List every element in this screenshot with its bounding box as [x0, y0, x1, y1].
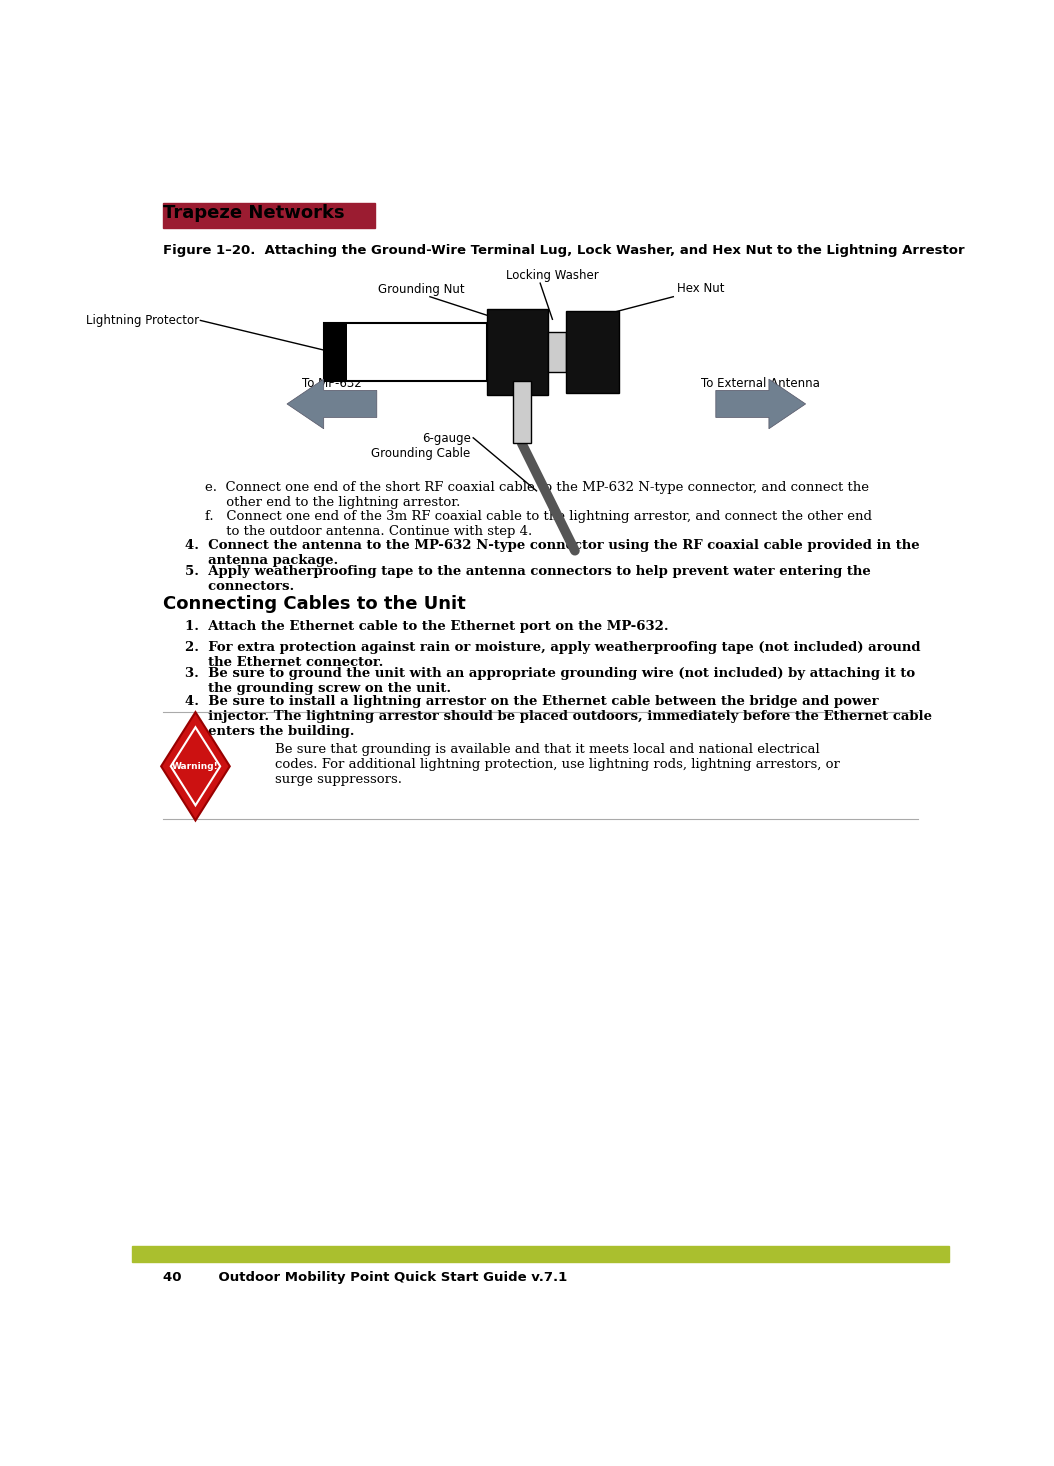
Bar — [162, 202, 375, 227]
Text: 4.  Connect the antenna to the MP-632 N-type connector using the RF coaxial cabl: 4. Connect the antenna to the MP-632 N-t… — [184, 539, 919, 567]
Text: 40        Outdoor Mobility Point Quick Start Guide v.7.1: 40 Outdoor Mobility Point Quick Start Gu… — [162, 1271, 567, 1284]
Text: To MP-632: To MP-632 — [302, 377, 362, 390]
Polygon shape — [287, 380, 377, 428]
Bar — [513, 381, 531, 443]
Text: 3.  Be sure to ground the unit with an appropriate grounding wire (not included): 3. Be sure to ground the unit with an ap… — [184, 667, 915, 695]
Text: Lightning Protector: Lightning Protector — [85, 314, 199, 327]
Text: f.   Connect one end of the 3m RF coaxial cable to the lightning arrestor, and c: f. Connect one end of the 3m RF coaxial … — [206, 510, 873, 538]
Text: Hex Nut: Hex Nut — [678, 283, 725, 295]
Text: Figure 1–20.  Attaching the Ground-Wire Terminal Lug, Lock Washer, and Hex Nut t: Figure 1–20. Attaching the Ground-Wire T… — [162, 243, 964, 257]
Bar — [548, 331, 566, 372]
Text: 4.  Be sure to install a lightning arrestor on the Ethernet cable between the br: 4. Be sure to install a lightning arrest… — [184, 695, 932, 739]
Bar — [324, 323, 347, 381]
Bar — [487, 309, 548, 394]
Text: To External Antenna: To External Antenna — [701, 377, 820, 390]
Polygon shape — [716, 380, 805, 428]
Text: Connecting Cables to the Unit: Connecting Cables to the Unit — [162, 595, 466, 613]
Text: Be sure that grounding is available and that it meets local and national electri: Be sure that grounding is available and … — [275, 743, 840, 786]
Text: e.  Connect one end of the short RF coaxial cable to the MP-632 N-type connector: e. Connect one end of the short RF coaxi… — [206, 481, 870, 509]
Bar — [324, 323, 487, 381]
Text: 1.  Attach the Ethernet cable to the Ethernet port on the MP-632.: 1. Attach the Ethernet cable to the Ethe… — [184, 620, 668, 632]
Text: Warning!: Warning! — [172, 762, 219, 771]
Polygon shape — [161, 712, 230, 821]
Bar — [566, 311, 620, 393]
Bar — [132, 1246, 949, 1262]
Text: 5.  Apply weatherproofing tape to the antenna connectors to help prevent water e: 5. Apply weatherproofing tape to the ant… — [184, 566, 871, 594]
Text: 2.  For extra protection against rain or moisture, apply weatherproofing tape (n: 2. For extra protection against rain or … — [184, 641, 920, 668]
Text: Grounding Nut: Grounding Nut — [378, 283, 465, 296]
Text: Locking Washer: Locking Washer — [506, 268, 599, 281]
Text: 6-gauge
Grounding Cable: 6-gauge Grounding Cable — [371, 432, 471, 460]
Polygon shape — [171, 727, 220, 805]
Text: Trapeze Networks: Trapeze Networks — [162, 204, 345, 223]
